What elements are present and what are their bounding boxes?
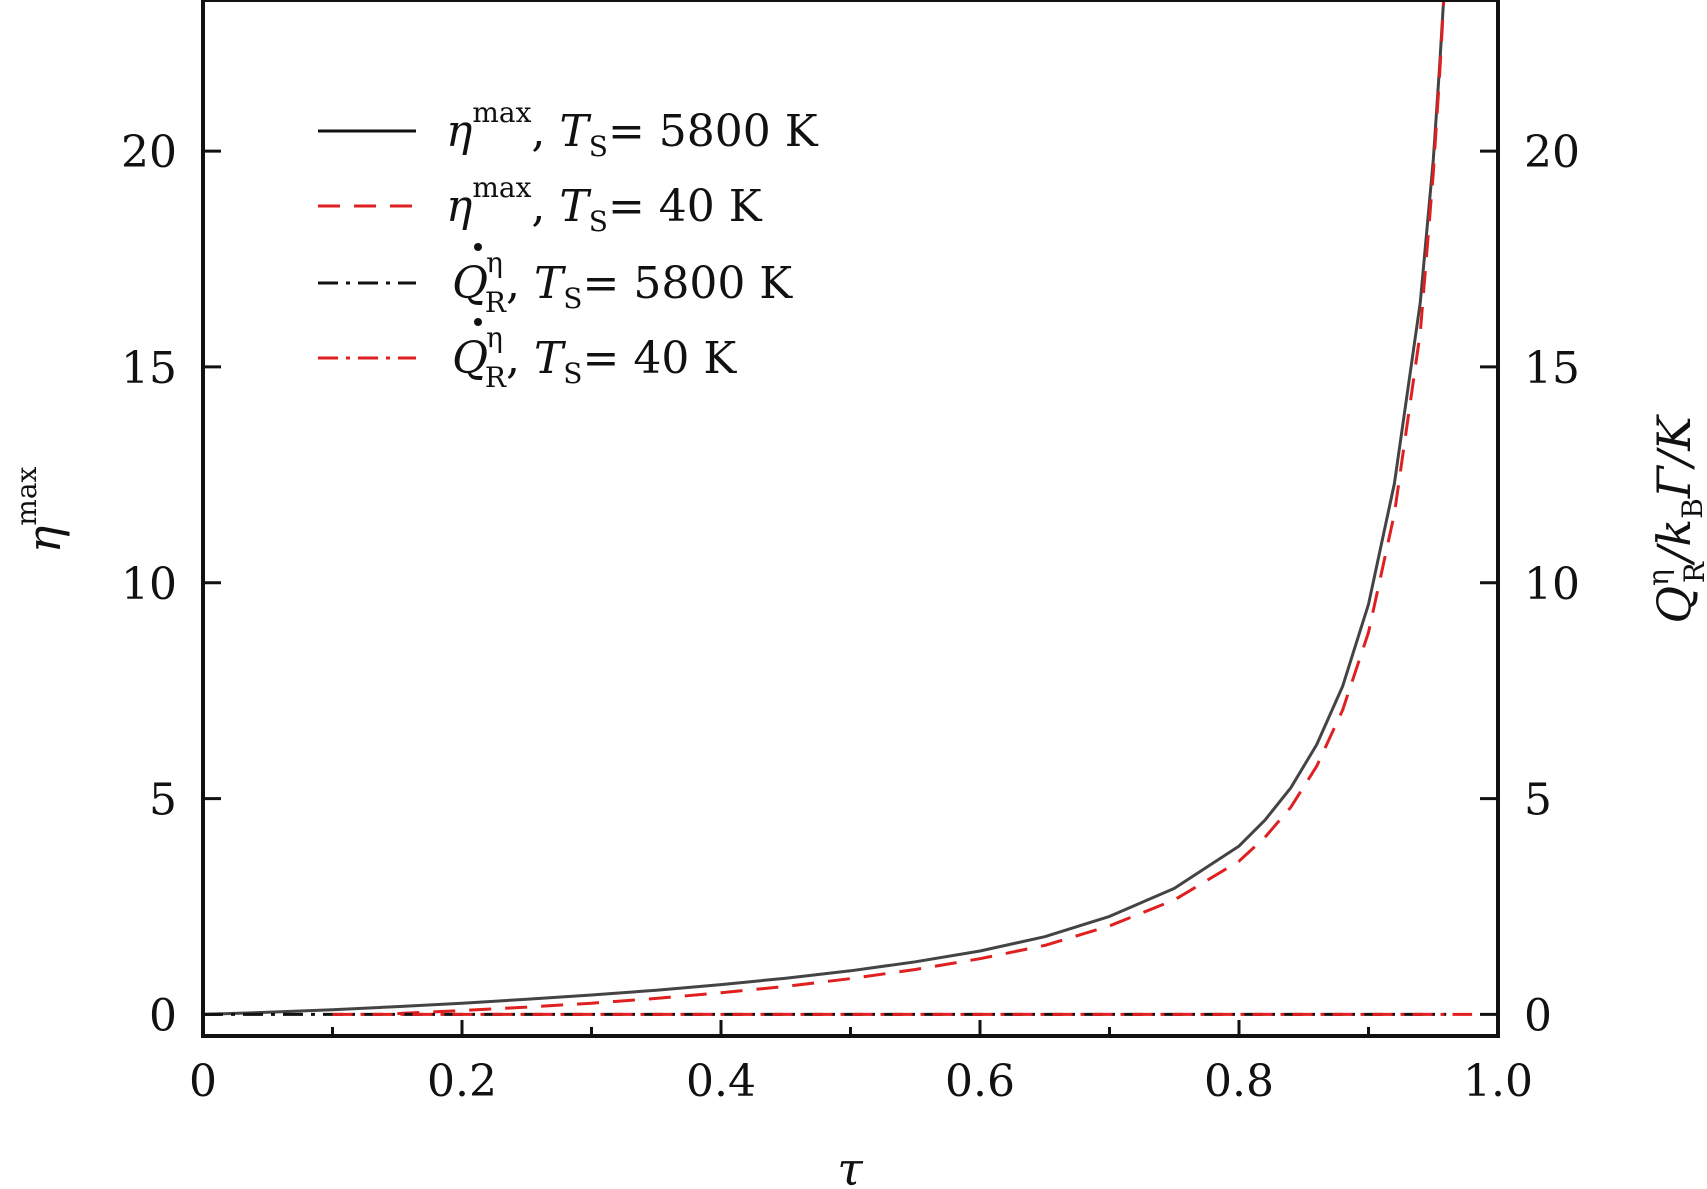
svg-text:QηR, TS= 40 K: Qη R, TS= 40 K [452,321,737,394]
y-tick-label: 5 [149,775,177,826]
x-axis-title: τ [837,1142,864,1189]
x-tick-label: 0.6 [945,1056,1015,1107]
legend-entry-q-5800: Qη R, TS= 5800 K [318,243,793,319]
svg-text:QηR/kBΓ/K: QηR/kBΓ/K [1642,414,1707,624]
x-tick-label: 0.4 [686,1056,756,1107]
legend-entry-q-40: Qη R, TS= 40 K [318,318,737,394]
x-tick-label: 0.2 [427,1056,497,1107]
y-right-tick-label: 5 [1524,775,1552,826]
x-tick-label: 1.0 [1463,1056,1533,1107]
legend: ηmax, TS= 5800 K ηmax, TS= 40 K Qη R, TS=… [318,96,819,394]
legend-entry-eta-40: ηmax, TS= 40 K [318,171,763,238]
y-axis-title: ηmax [10,466,71,553]
y-right-tick-label: 10 [1524,559,1580,610]
legend-entry-eta-5800: ηmax, TS= 5800 K [318,96,819,163]
q-dot [474,243,482,251]
y-tick-label: 15 [121,343,177,394]
ticks: 0 0.2 0.4 0.6 0.8 1.0 0 5 10 15 20 0 5 10 15 20 [121,127,1580,1107]
svg-text:QηR, TS= 5800 K: Qη R, TS= 5800 K [452,246,793,319]
plot-series [203,0,1473,1016]
y-tick-label: 0 [149,990,177,1041]
y-right-tick-label: 15 [1524,343,1580,394]
q-dot [474,318,482,326]
y-tick-label: 10 [121,559,177,610]
y-right-tick-label: 0 [1524,990,1552,1041]
svg-text:ηmax, TS= 40 K: ηmax, TS= 40 K [446,171,763,238]
svg-text:ηmax, TS= 5800 K: ηmax, TS= 5800 K [446,96,819,163]
y-tick-label: 20 [121,127,177,178]
series-line-0 [203,0,1446,1016]
x-tick-label: 0 [189,1056,217,1107]
x-tick-label: 0.8 [1204,1056,1274,1107]
y-axis-right-title: QηR/kBΓ/K [1642,414,1707,624]
svg-text:ηmax: ηmax [10,466,71,553]
y-right-tick-label: 20 [1524,127,1580,178]
plot-frame [201,0,1500,1038]
